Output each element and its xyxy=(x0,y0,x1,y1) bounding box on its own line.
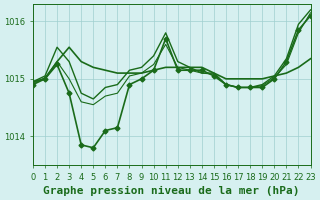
X-axis label: Graphe pression niveau de la mer (hPa): Graphe pression niveau de la mer (hPa) xyxy=(44,186,300,196)
